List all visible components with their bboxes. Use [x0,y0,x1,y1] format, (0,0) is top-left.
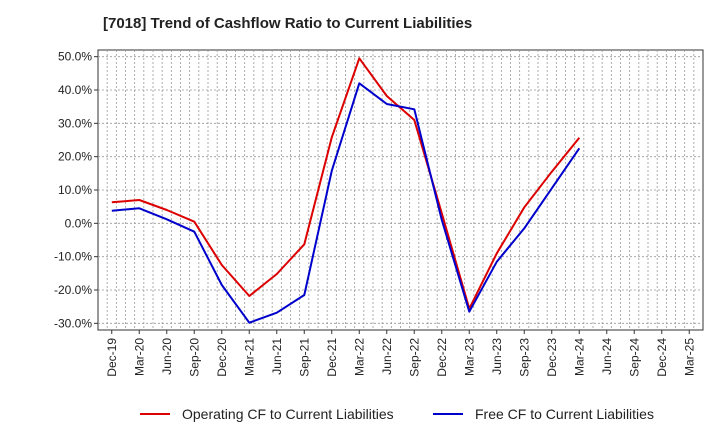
y-tick-label: 40.0% [58,83,92,97]
x-tick-label: Dec-24 [655,338,669,377]
x-tick-label: Sep-21 [297,338,311,377]
x-tick-label: Mar-25 [682,338,696,376]
x-tick-label: Jun-21 [270,338,284,375]
y-tick-label: 10.0% [58,183,92,197]
y-tick-label: -10.0% [54,250,92,264]
y-tick-label: 20.0% [58,150,92,164]
series-lines [111,57,581,324]
x-tick-label: Sep-22 [407,338,421,377]
y-tick-label: -30.0% [54,316,92,330]
legend: Operating CF to Current Liabilities Free … [140,406,654,422]
grid-lines [98,50,703,330]
y-tick-label: -20.0% [54,283,92,297]
x-tick-label: Mar-23 [462,338,476,376]
y-tick-label: 50.0% [58,50,92,64]
x-tick-label: Dec-23 [545,338,559,377]
x-tick-label: Sep-24 [627,338,641,377]
x-tick-label: Mar-20 [132,338,146,376]
x-tick-label: Jun-22 [380,338,394,375]
x-tick-label: Mar-24 [572,338,586,376]
x-axis-ticks: Dec-19 Mar-20 Jun-20 Sep-20 Dec-20 Mar-21 Jun-… [105,330,696,377]
chart-title: [7018] Trend of Cashflow Ratio to Curren… [103,15,473,32]
x-tick-label: Sep-23 [517,338,531,377]
legend-label-0: Operating CF to Current Liabilities [182,406,394,422]
x-tick-label: Dec-20 [215,338,229,377]
x-tick-label: Jun-24 [600,338,614,375]
x-tick-label: Dec-19 [105,338,119,377]
x-tick-label: Jun-20 [160,338,174,375]
legend-label-1: Free CF to Current Liabilities [475,406,654,422]
y-axis-ticks: 50.0% 40.0% 30.0% 20.0% 10.0% 0.0% -10.0% -20.0… [54,50,98,330]
y-tick-label: 0.0% [65,216,93,230]
x-tick-label: Sep-20 [187,338,201,377]
x-tick-label: Mar-22 [352,338,366,376]
series-line-1 [111,82,581,324]
x-tick-label: Jun-23 [490,338,504,375]
series-line-0 [111,57,581,310]
x-tick-label: Mar-21 [242,338,256,376]
x-tick-label: Dec-21 [325,338,339,377]
y-tick-label: 30.0% [58,116,92,130]
x-tick-label: Dec-22 [435,338,449,377]
